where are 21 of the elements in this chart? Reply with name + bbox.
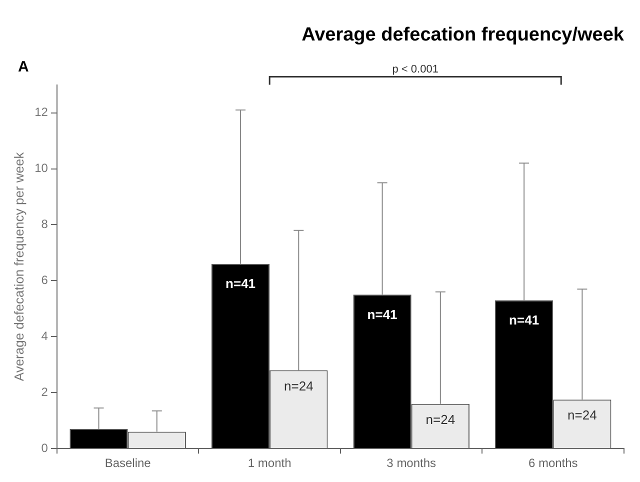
y-tick-label: 8 xyxy=(41,217,48,232)
y-tick-label: 2 xyxy=(41,384,48,399)
annotation: n=41 xyxy=(367,306,398,322)
y-tick-label: 10 xyxy=(34,161,48,176)
x-tick-label: 1 month xyxy=(248,456,292,470)
y-tick-label: 6 xyxy=(41,273,48,288)
annotation: n=24 xyxy=(284,378,314,394)
y-tick-label: 0 xyxy=(41,440,48,455)
x-tick-label: Baseline xyxy=(104,456,152,470)
y-tick-label: 4 xyxy=(41,328,48,343)
text: A xyxy=(18,58,29,76)
x-tick-label: 3 months xyxy=(386,456,436,470)
y-axis-title: Average defecation frequency per week xyxy=(11,152,26,382)
annotation: n=24 xyxy=(426,412,456,427)
annotation: n=24 xyxy=(568,408,597,423)
text: p < 0.001 xyxy=(392,63,438,76)
x-tick-label: 6 months xyxy=(528,456,578,470)
annotation: n=41 xyxy=(509,312,540,328)
y-tick-label: 12 xyxy=(34,105,48,120)
annotation: n=41 xyxy=(226,276,256,291)
chart-title: Average defecation frequency/week xyxy=(302,24,624,46)
